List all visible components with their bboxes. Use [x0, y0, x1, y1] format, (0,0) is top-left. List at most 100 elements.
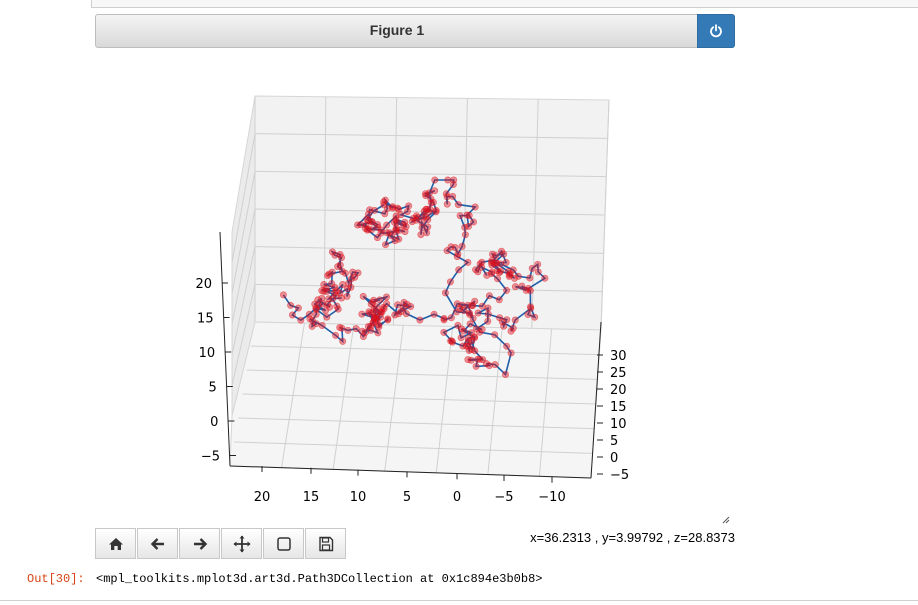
- previous-cell-edge: [91, 0, 918, 8]
- resize-handle: [722, 516, 730, 524]
- arrow-left-icon: [150, 537, 164, 550]
- x-tick-label: 5: [403, 490, 411, 505]
- walk-point: [352, 325, 360, 333]
- walk-point: [497, 247, 505, 255]
- x-tick-label: −5: [494, 490, 513, 505]
- walk-point: [401, 218, 409, 226]
- walk-point: [453, 253, 461, 261]
- walk-point: [469, 218, 477, 226]
- walk-point: [474, 355, 482, 363]
- walk-point: [312, 320, 320, 328]
- walk-point: [344, 326, 352, 334]
- walk-point: [461, 231, 469, 239]
- walk-point: [339, 337, 347, 345]
- random-walk: [279, 176, 549, 378]
- walk-point: [471, 203, 479, 211]
- walk-point: [531, 313, 539, 321]
- forward-button[interactable]: [179, 528, 220, 559]
- walk-point: [418, 219, 426, 227]
- walk-point: [514, 272, 522, 280]
- walk-point: [485, 292, 493, 300]
- walk-point: [430, 310, 438, 318]
- walk-point: [331, 289, 339, 297]
- walk-point: [468, 337, 476, 345]
- plot-canvas[interactable]: 20 15 10 5 0 −5 −10 30 25 20 15 10 5 0 −5 20 15 10 5 0 −5: [95, 50, 735, 528]
- y-tick-label: 15: [610, 400, 627, 415]
- walk-point: [323, 313, 331, 321]
- walk-point: [451, 244, 459, 252]
- walk-point: [524, 285, 532, 293]
- walk-point: [345, 279, 353, 287]
- pan-button[interactable]: [221, 528, 262, 559]
- grid-line: [250, 345, 600, 356]
- walk-point: [424, 216, 432, 224]
- walk-point: [328, 268, 336, 276]
- walk-point: [503, 286, 511, 294]
- walk-point: [354, 269, 362, 277]
- walk-point: [503, 316, 511, 324]
- arrow-right-icon: [193, 537, 207, 550]
- walk-point: [358, 310, 366, 318]
- walk-point: [359, 332, 367, 340]
- walk-point: [287, 301, 295, 309]
- walk-point: [465, 309, 473, 317]
- walk-point: [511, 283, 519, 291]
- walk-point: [391, 311, 399, 319]
- y-tick-label: 30: [610, 349, 627, 364]
- walk-point: [488, 268, 496, 276]
- walk-point: [464, 222, 472, 230]
- walk-point: [471, 347, 479, 355]
- walk-point: [336, 261, 344, 269]
- walk-point: [395, 235, 403, 243]
- walk-point: [423, 229, 431, 237]
- zoom-rect-icon: [276, 536, 291, 551]
- walk-point: [396, 226, 404, 234]
- walk-point: [487, 258, 495, 266]
- grid-line: [246, 369, 598, 380]
- walk-point: [399, 304, 407, 312]
- close-figure-button[interactable]: [697, 14, 735, 48]
- walk-point: [453, 308, 461, 316]
- y-tick-label: 20: [610, 383, 627, 398]
- walk-point: [507, 349, 515, 357]
- output-prompt: Out[30]:: [27, 572, 85, 586]
- walk-point: [534, 260, 542, 268]
- walk-point: [331, 283, 339, 291]
- walk-point: [534, 268, 542, 276]
- walk-point: [338, 267, 346, 275]
- walk-point: [297, 316, 305, 324]
- walk-point: [394, 310, 402, 318]
- y-tick-label: 10: [610, 417, 627, 432]
- power-icon: [710, 24, 722, 38]
- walk-point: [288, 311, 296, 319]
- x-tick-label: 20: [254, 490, 271, 505]
- walk-point: [442, 190, 450, 198]
- walk-point: [429, 198, 437, 206]
- walk-point: [471, 297, 479, 305]
- home-button[interactable]: [95, 528, 136, 559]
- walk-point: [422, 192, 430, 200]
- walk-point: [338, 294, 346, 302]
- walk-point: [440, 316, 448, 324]
- walk-point: [367, 326, 375, 334]
- walk-point: [431, 187, 439, 195]
- walk-point: [474, 309, 482, 317]
- walk-point: [493, 267, 501, 275]
- walk-point: [343, 292, 351, 300]
- walk-point: [511, 316, 519, 324]
- walk-point: [448, 337, 456, 345]
- back-button[interactable]: [137, 528, 178, 559]
- walk-point: [318, 294, 326, 302]
- save-button[interactable]: [305, 528, 346, 559]
- grid-line: [234, 441, 593, 454]
- walk-point: [472, 362, 480, 370]
- y-tick-label: 5: [610, 434, 618, 449]
- walk-point: [446, 278, 454, 286]
- grid-line: [231, 208, 256, 325]
- walk-point: [541, 274, 549, 282]
- walk-point: [409, 214, 417, 222]
- zoom-button[interactable]: [263, 528, 304, 559]
- walk-point: [432, 208, 440, 216]
- walk-point: [491, 361, 499, 369]
- walk-point: [492, 252, 500, 260]
